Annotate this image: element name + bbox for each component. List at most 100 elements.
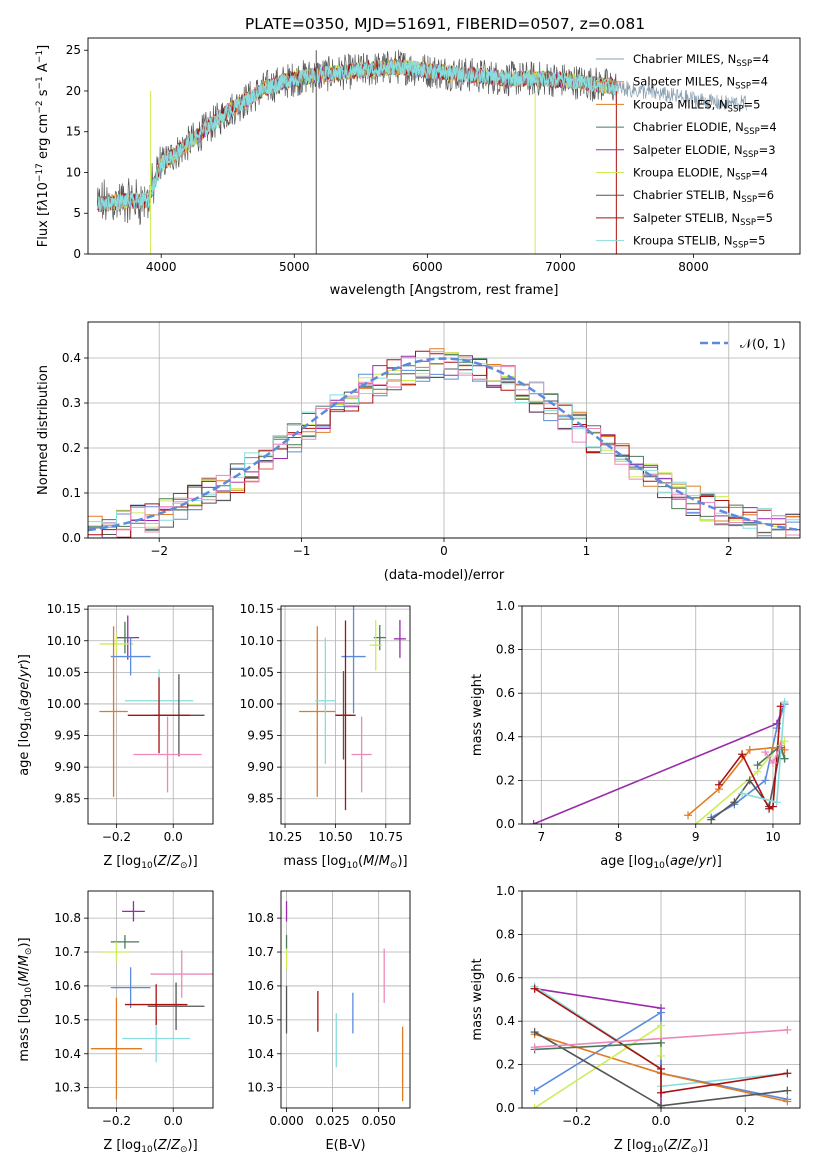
x-axis-label: E(B-V) [325,1138,365,1153]
x-tick-label: 7000 [545,260,576,274]
y-tick-label: 0.3 [62,396,81,410]
y-tick-label: 9.85 [247,792,274,806]
axes-frame [521,890,801,1109]
y-tick-label: 10.05 [47,665,81,679]
spectrum-line [96,59,617,211]
x-axis-label: mass [log10(M/M⊙)] [283,854,407,871]
y-axis-label: Flux [fλ10−17 erg cm−2 s−1 A−1] [35,45,51,247]
y-axis-label: mass weight [470,674,485,756]
x-tick-label: 10.50 [318,830,352,844]
legend-entry: Chabrier ELODIE, NSSP=4 [633,120,777,137]
x-tick-label: 10.75 [369,830,403,844]
y-tick-label: 0.6 [496,686,515,700]
y-tick-label: 10.05 [240,665,274,679]
age-vs-mass-plot-area [299,606,406,811]
y-tick-label: 9.95 [54,729,81,743]
y-axis-label: Normed distribution [36,365,51,495]
x-tick-label: −1 [293,544,311,558]
axes-frame [521,605,801,825]
y-tick-label: 10.3 [247,1081,274,1095]
x-tick-label: 8000 [678,260,709,274]
y-tick-label: 9.90 [54,760,81,774]
y-tick-label: 0.8 [496,927,515,941]
legend-entry: Kroupa ELODIE, NSSP=4 [633,166,768,183]
x-tick-label: 4000 [146,260,177,274]
y-tick-label: 10.7 [54,945,81,959]
x-tick-label: 5000 [279,260,310,274]
y-tick-label: 10.4 [247,1047,274,1061]
y-tick-label: 0.2 [496,773,515,787]
y-tick-label: 9.90 [247,760,274,774]
x-tick-label: 10.25 [268,830,302,844]
y-tick-label: 0.2 [496,1058,515,1072]
y-tick-label: 10.4 [54,1047,81,1061]
x-tick-label: 10 [765,830,780,844]
weight-vs-Z-axes [518,890,800,1112]
x-tick-label: 1 [583,544,591,558]
y-tick-label: 10.8 [54,911,81,925]
x-tick-label: 0.0 [164,1114,183,1128]
y-tick-label: 0 [73,247,81,261]
y-tick-label: 10.8 [247,911,274,925]
y-axis-label: age [log10(age/yr)] [17,654,34,776]
x-axis-label: Z [log10(Z/Z⊙)] [614,1138,708,1155]
legend-entry: Chabrier STELIB, NSSP=6 [633,188,774,205]
axes-frame [87,37,801,255]
axes-frame [280,890,411,1109]
x-tick-label: 0.0 [651,1114,670,1128]
x-tick-label: −0.2 [562,1114,591,1128]
residual-histogram [88,348,800,538]
weight-line [534,987,788,1094]
legend-entry: Kroupa STELIB, NSSP=5 [633,234,765,251]
x-tick-label: −0.2 [102,830,131,844]
y-tick-label: 10.6 [54,979,81,993]
y-tick-label: 0.6 [496,971,515,985]
y-tick-label: 10.7 [247,945,274,959]
x-tick-label: 2 [725,544,733,558]
legend-entry: Salpeter STELIB, NSSP=5 [633,211,773,228]
y-tick-label: 0.8 [496,643,515,657]
y-tick-label: 0.4 [496,1014,515,1028]
spectrum-axes [84,49,694,258]
x-tick-label: 8 [615,830,623,844]
axes-frame [87,605,214,825]
y-tick-label: 0.2 [62,441,81,455]
y-tick-label: 10.5 [247,1013,274,1027]
weight-line [534,1029,788,1048]
y-tick-label: 10.6 [247,979,274,993]
y-tick-label: 10.5 [54,1013,81,1027]
y-tick-label: 15 [66,125,81,139]
y-tick-label: 10.3 [54,1081,81,1095]
x-axis-label: Z [log10(Z/Z⊙)] [103,1138,197,1155]
axes-frame [87,890,214,1109]
y-tick-label: 0.0 [496,817,515,831]
x-axis-label: (data-model)/error [384,568,505,583]
y-tick-label: 0.0 [496,1101,515,1115]
y-tick-label: 10.00 [240,697,274,711]
axes-frame [87,321,801,539]
y-tick-label: 10.15 [47,602,81,616]
x-tick-label: 7 [537,830,545,844]
residual-histogram [88,351,800,538]
age-vs-Z-plot-area [99,615,205,797]
x-tick-label: −2 [150,544,168,558]
y-tick-label: 10.10 [240,634,274,648]
x-tick-label: 0.2 [736,1114,755,1128]
y-tick-label: 10.10 [47,634,81,648]
y-tick-label: 20 [66,84,81,98]
x-axis-label: Z [log10(Z/Z⊙)] [103,854,197,871]
x-tick-label: 6000 [412,260,443,274]
spectrum-line [96,58,617,213]
y-axis-label: mass [log10(M/M⊙)] [17,937,34,1061]
y-tick-label: 5 [73,206,81,220]
y-axis-label: mass weight [470,958,485,1040]
plot-layer: 4000 5000 6000 7000 80000510152025wavelength… [17,37,801,1155]
mass-vs-EBV-plot-area [285,901,404,1102]
weight-vs-age-plot-area [529,697,789,824]
legend-entry: 𝒩(0, 1) [740,336,786,351]
x-tick-label: 0.0 [164,830,183,844]
x-axis-label: age [log10(age/yr)] [600,854,722,871]
mass-vs-Z-plot-area [90,901,213,1100]
residuals-plot-area [88,348,800,538]
y-tick-label: 10.00 [47,697,81,711]
